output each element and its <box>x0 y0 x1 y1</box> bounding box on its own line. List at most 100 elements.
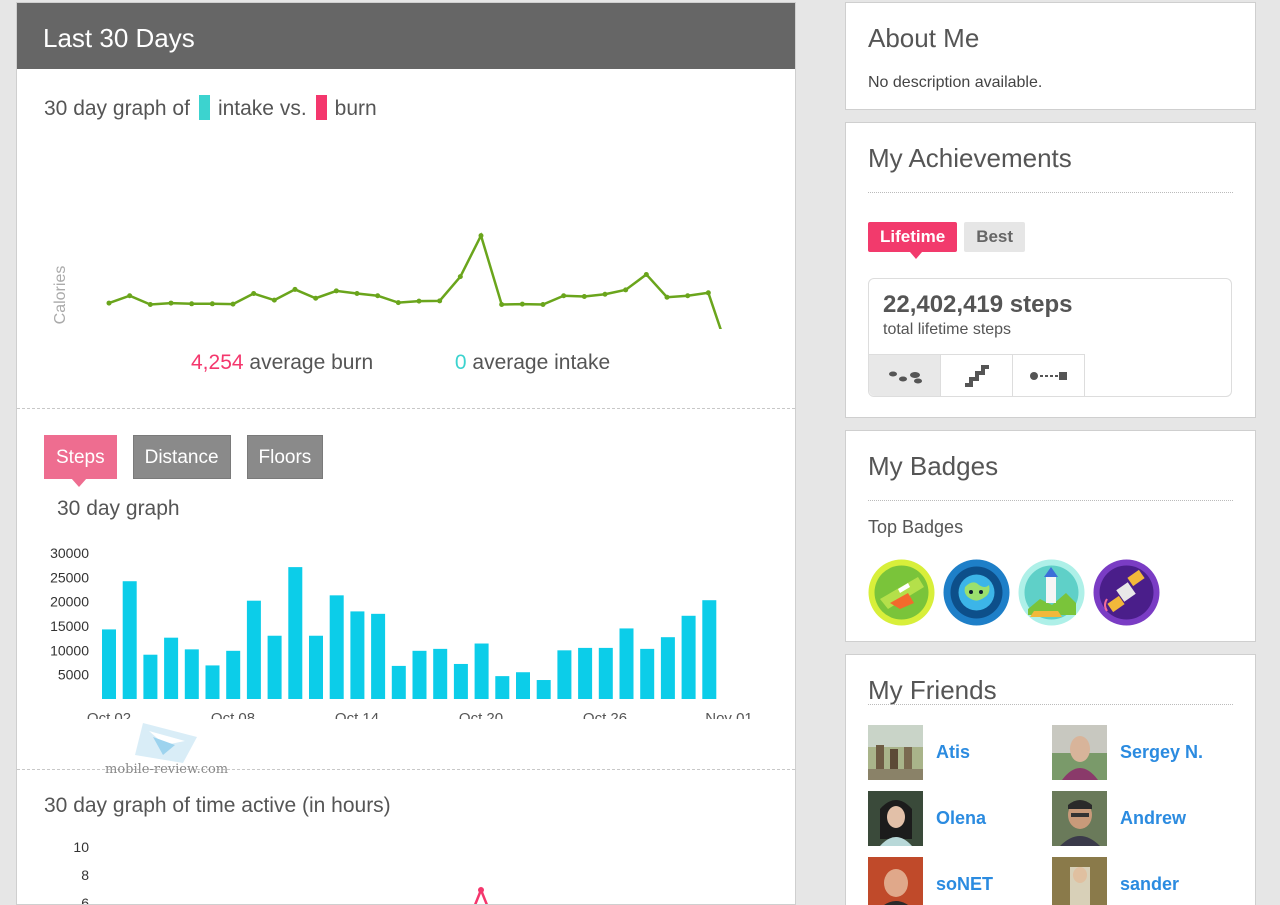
calories-graph-title: 30 day graph of intake vs. burn <box>44 95 377 121</box>
steps-bar <box>143 654 158 699</box>
steps-x-tick: Oct 08 <box>211 710 255 719</box>
divider <box>868 192 1233 193</box>
achievements-card: My Achievements Lifetime Best 22,402,419… <box>845 122 1256 418</box>
last-30-days-panel: Last 30 Days 30 day graph of intake vs. bu… <box>16 2 796 905</box>
burn-legend: burn <box>334 97 377 120</box>
burn-point <box>685 293 691 299</box>
friend-name[interactable]: Olena <box>936 808 987 828</box>
avatar <box>1052 791 1107 846</box>
steps-bar <box>557 650 572 699</box>
burn-point <box>189 301 195 307</box>
burn-point <box>664 294 670 300</box>
tab-best[interactable]: Best <box>964 222 1026 252</box>
lifetime-steps-unit: steps <box>1009 291 1073 318</box>
friend-name[interactable]: Atis <box>936 742 971 762</box>
burn-point <box>478 233 484 239</box>
steps-bar <box>453 663 468 699</box>
tab-lifetime[interactable]: Lifetime <box>868 222 958 259</box>
tab-floors[interactable]: Floors <box>246 435 324 479</box>
burn-point <box>313 295 319 301</box>
castle-badge-icon[interactable] <box>1018 559 1085 626</box>
achievements-title: My Achievements <box>868 143 1072 173</box>
distance-icon[interactable] <box>1013 354 1085 396</box>
burn-point <box>147 302 153 308</box>
friend-name[interactable]: Sergey N. <box>1120 742 1204 762</box>
friend-item[interactable]: sander <box>1052 857 1179 905</box>
friend-name[interactable]: Andrew <box>1120 808 1187 828</box>
burn-point <box>602 291 608 297</box>
steps-bar <box>226 650 241 699</box>
avg-intake-label: average intake <box>472 351 611 374</box>
badge-row <box>868 559 1168 626</box>
shoe-badge-icon[interactable] <box>868 559 935 626</box>
burn-point <box>519 301 525 307</box>
avg-intake-value: 0 <box>454 351 467 374</box>
steps-bar <box>267 635 282 699</box>
steps-bar <box>102 629 116 699</box>
friend-item[interactable]: Olena <box>868 791 986 846</box>
steps-x-tick: Oct 02 <box>87 710 131 719</box>
friend-name[interactable]: soNET <box>936 874 994 894</box>
burn-point <box>127 293 133 299</box>
avg-burn-value: 4,254 <box>191 351 244 374</box>
steps-x-tick: Oct 26 <box>583 710 627 719</box>
earth-badge-icon[interactable] <box>943 559 1010 626</box>
avg-burn-label: average burn <box>249 351 374 374</box>
steps-bar <box>681 615 696 699</box>
avatar <box>868 725 923 780</box>
watermark-logo-icon <box>135 723 197 763</box>
steps-bar <box>371 613 386 699</box>
friend-item[interactable]: soNET <box>868 857 993 905</box>
lifetime-steps-number: 22,402,419 <box>883 291 1004 318</box>
active-point <box>478 887 484 893</box>
steps-y-tick: 5000 <box>58 667 89 683</box>
calories-axis-label: Calories <box>52 266 69 325</box>
friend-name[interactable]: sander <box>1120 874 1180 894</box>
averages-row: 4,254 average burn 0 average intake <box>191 351 610 375</box>
footprints-icon[interactable] <box>869 354 941 396</box>
about-title: About Me <box>868 23 980 53</box>
burn-point <box>416 298 422 304</box>
burn-point <box>581 293 587 299</box>
active-time-section: 30 day graph of time active (in hours) 1… <box>17 770 795 904</box>
burn-point <box>437 298 443 304</box>
steps-bar <box>702 600 717 699</box>
badges-card: My Badges Top Badges <box>845 430 1256 642</box>
panel-title: Last 30 Days <box>17 3 795 69</box>
burn-point <box>623 287 629 293</box>
burn-point <box>705 290 711 296</box>
friend-item[interactable]: Atis <box>868 725 970 780</box>
burn-series-line <box>108 232 722 329</box>
top-badges-label: Top Badges <box>868 517 964 537</box>
stairs-icon[interactable] <box>941 354 1013 396</box>
tab-distance[interactable]: Distance <box>132 435 231 479</box>
steps-bar <box>516 672 530 699</box>
steps-y-tick: 15000 <box>50 618 89 634</box>
burn-point <box>375 293 381 299</box>
burn-point <box>209 301 215 307</box>
tab-steps[interactable]: Steps <box>44 435 117 487</box>
steps-graph-title: 30 day graph <box>57 497 180 520</box>
active-y-tick: 10 <box>73 839 89 855</box>
intake-legend: intake vs. <box>217 97 307 120</box>
steps-bar <box>391 665 406 699</box>
achievement-box: 22,402,419 steps total lifetime steps <box>868 278 1232 397</box>
friend-item[interactable]: Sergey N. <box>1052 725 1203 780</box>
burn-point <box>292 286 298 292</box>
calories-title-prefix: 30 day graph of <box>44 97 190 120</box>
steps-bar <box>246 600 261 699</box>
intake-swatch <box>198 95 210 120</box>
divider <box>868 500 1233 501</box>
steps-bar <box>433 648 448 699</box>
friend-item[interactable]: Andrew <box>1052 791 1186 846</box>
burn-point <box>168 300 174 306</box>
steps-bar <box>640 648 655 699</box>
burn-point <box>643 271 649 277</box>
satellite-badge-icon[interactable] <box>1093 559 1160 626</box>
steps-bar <box>412 650 427 699</box>
avatar <box>868 791 923 846</box>
steps-bar <box>288 567 303 699</box>
friends-title: My Friends <box>868 675 997 705</box>
burn-point <box>251 291 257 297</box>
